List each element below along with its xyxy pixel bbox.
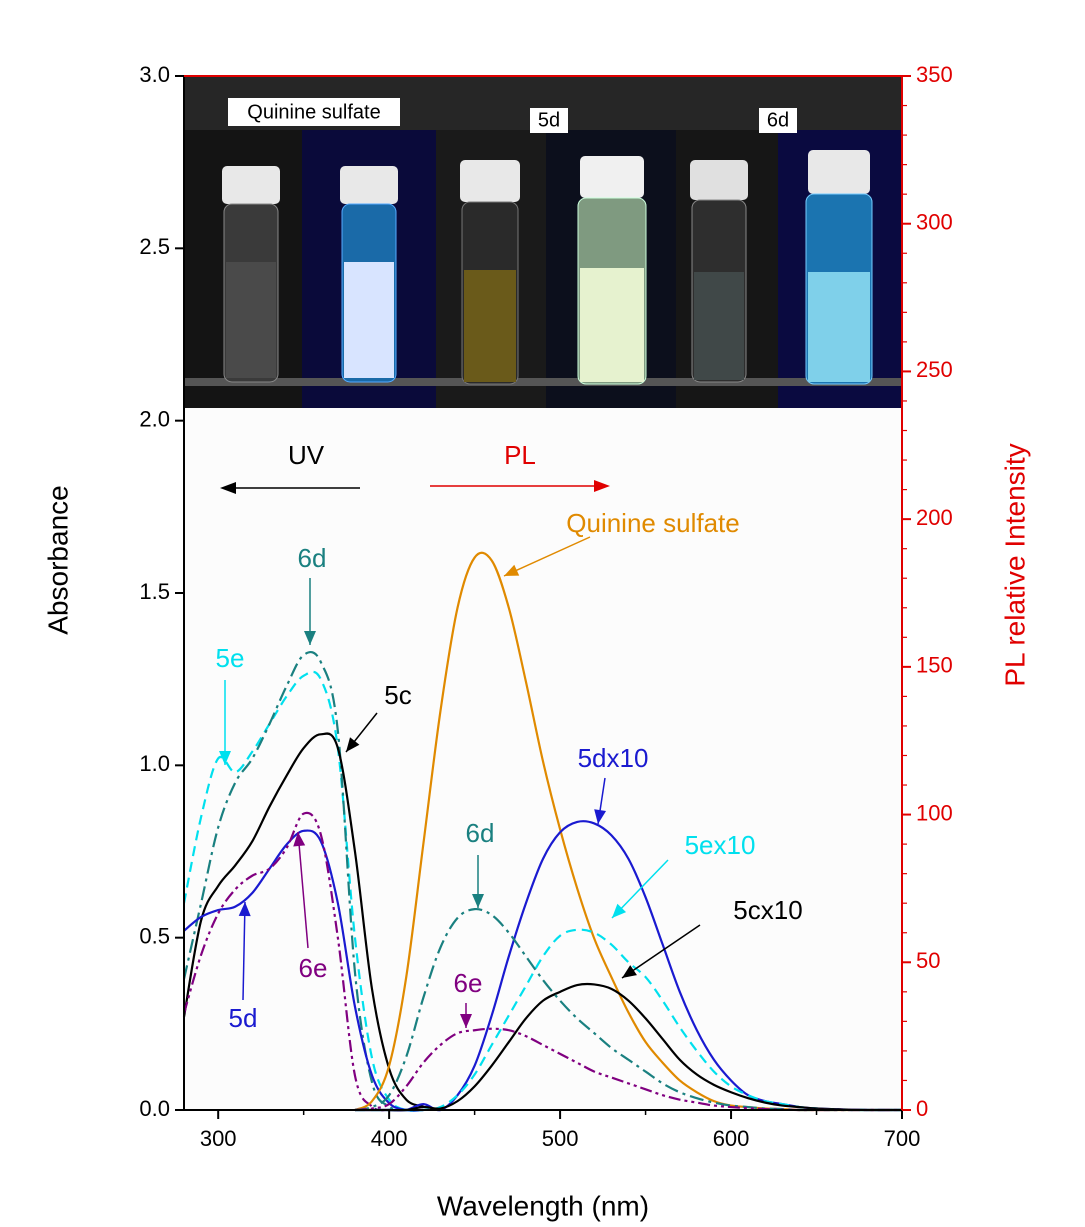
- chart: Quinine sulfate 5d 6d UV PL Wavelength (…: [0, 0, 1085, 1227]
- photo-label: 6d: [767, 109, 789, 131]
- pl-label: PL: [504, 440, 536, 470]
- y-tick-label: 3.0: [139, 62, 170, 87]
- x-tick-label: 400: [371, 1126, 408, 1151]
- y2-tick-label: 350: [916, 62, 953, 87]
- photo-shelf: [184, 378, 902, 386]
- y2-tick-label: 300: [916, 210, 953, 235]
- uv-label: UV: [288, 440, 325, 470]
- x-axis-title: Wavelength (nm): [437, 1190, 649, 1221]
- vial: [460, 160, 520, 384]
- y2-tick-label: 100: [916, 800, 953, 825]
- y-tick-label: 1.0: [139, 751, 170, 776]
- photo-label: Quinine sulfate: [247, 101, 380, 123]
- vial: [690, 160, 748, 382]
- photo-label: 5d: [538, 109, 560, 131]
- y2-axis-title: PL relative Intensity: [999, 443, 1030, 686]
- x-tick-label: 500: [542, 1126, 579, 1151]
- photo-inset: Quinine sulfate 5d 6d: [184, 76, 902, 408]
- y-tick-label: 1.5: [139, 579, 170, 604]
- y-tick-label: 0.0: [139, 1096, 170, 1121]
- curve-label: 5cx10: [733, 895, 802, 925]
- vial: [806, 150, 872, 384]
- y2-tick-label: 50: [916, 948, 940, 973]
- curve-label: 5e: [216, 643, 245, 673]
- curve-label: 6d: [298, 543, 327, 573]
- vial: [578, 156, 646, 384]
- curve-label: 6e: [299, 953, 328, 983]
- curve-label: Quinine sulfate: [566, 508, 739, 538]
- y2-tick-label: 150: [916, 653, 953, 678]
- y-tick-label: 2.0: [139, 406, 170, 431]
- vial: [340, 166, 398, 382]
- curve-label: 5c: [384, 680, 411, 710]
- x-tick-label: 300: [200, 1126, 237, 1151]
- curve-label: 5dx10: [578, 743, 649, 773]
- y-tick-label: 0.5: [139, 923, 170, 948]
- x-tick-label: 600: [713, 1126, 750, 1151]
- curve-label: 6e: [454, 968, 483, 998]
- y2-tick-label: 200: [916, 505, 953, 530]
- x-tick-label: 700: [884, 1126, 921, 1151]
- curve-label: 5d: [229, 1003, 258, 1033]
- vial: [222, 166, 280, 382]
- page: Quinine sulfate 5d 6d UV PL Wavelength (…: [0, 0, 1085, 1227]
- y2-tick-label: 250: [916, 357, 953, 382]
- y-axis-title: Absorbance: [42, 485, 73, 634]
- y2-tick-label: 0: [916, 1096, 928, 1121]
- y-tick-label: 2.5: [139, 234, 170, 259]
- curve-label: 5ex10: [685, 830, 756, 860]
- curve-label: 6d: [466, 818, 495, 848]
